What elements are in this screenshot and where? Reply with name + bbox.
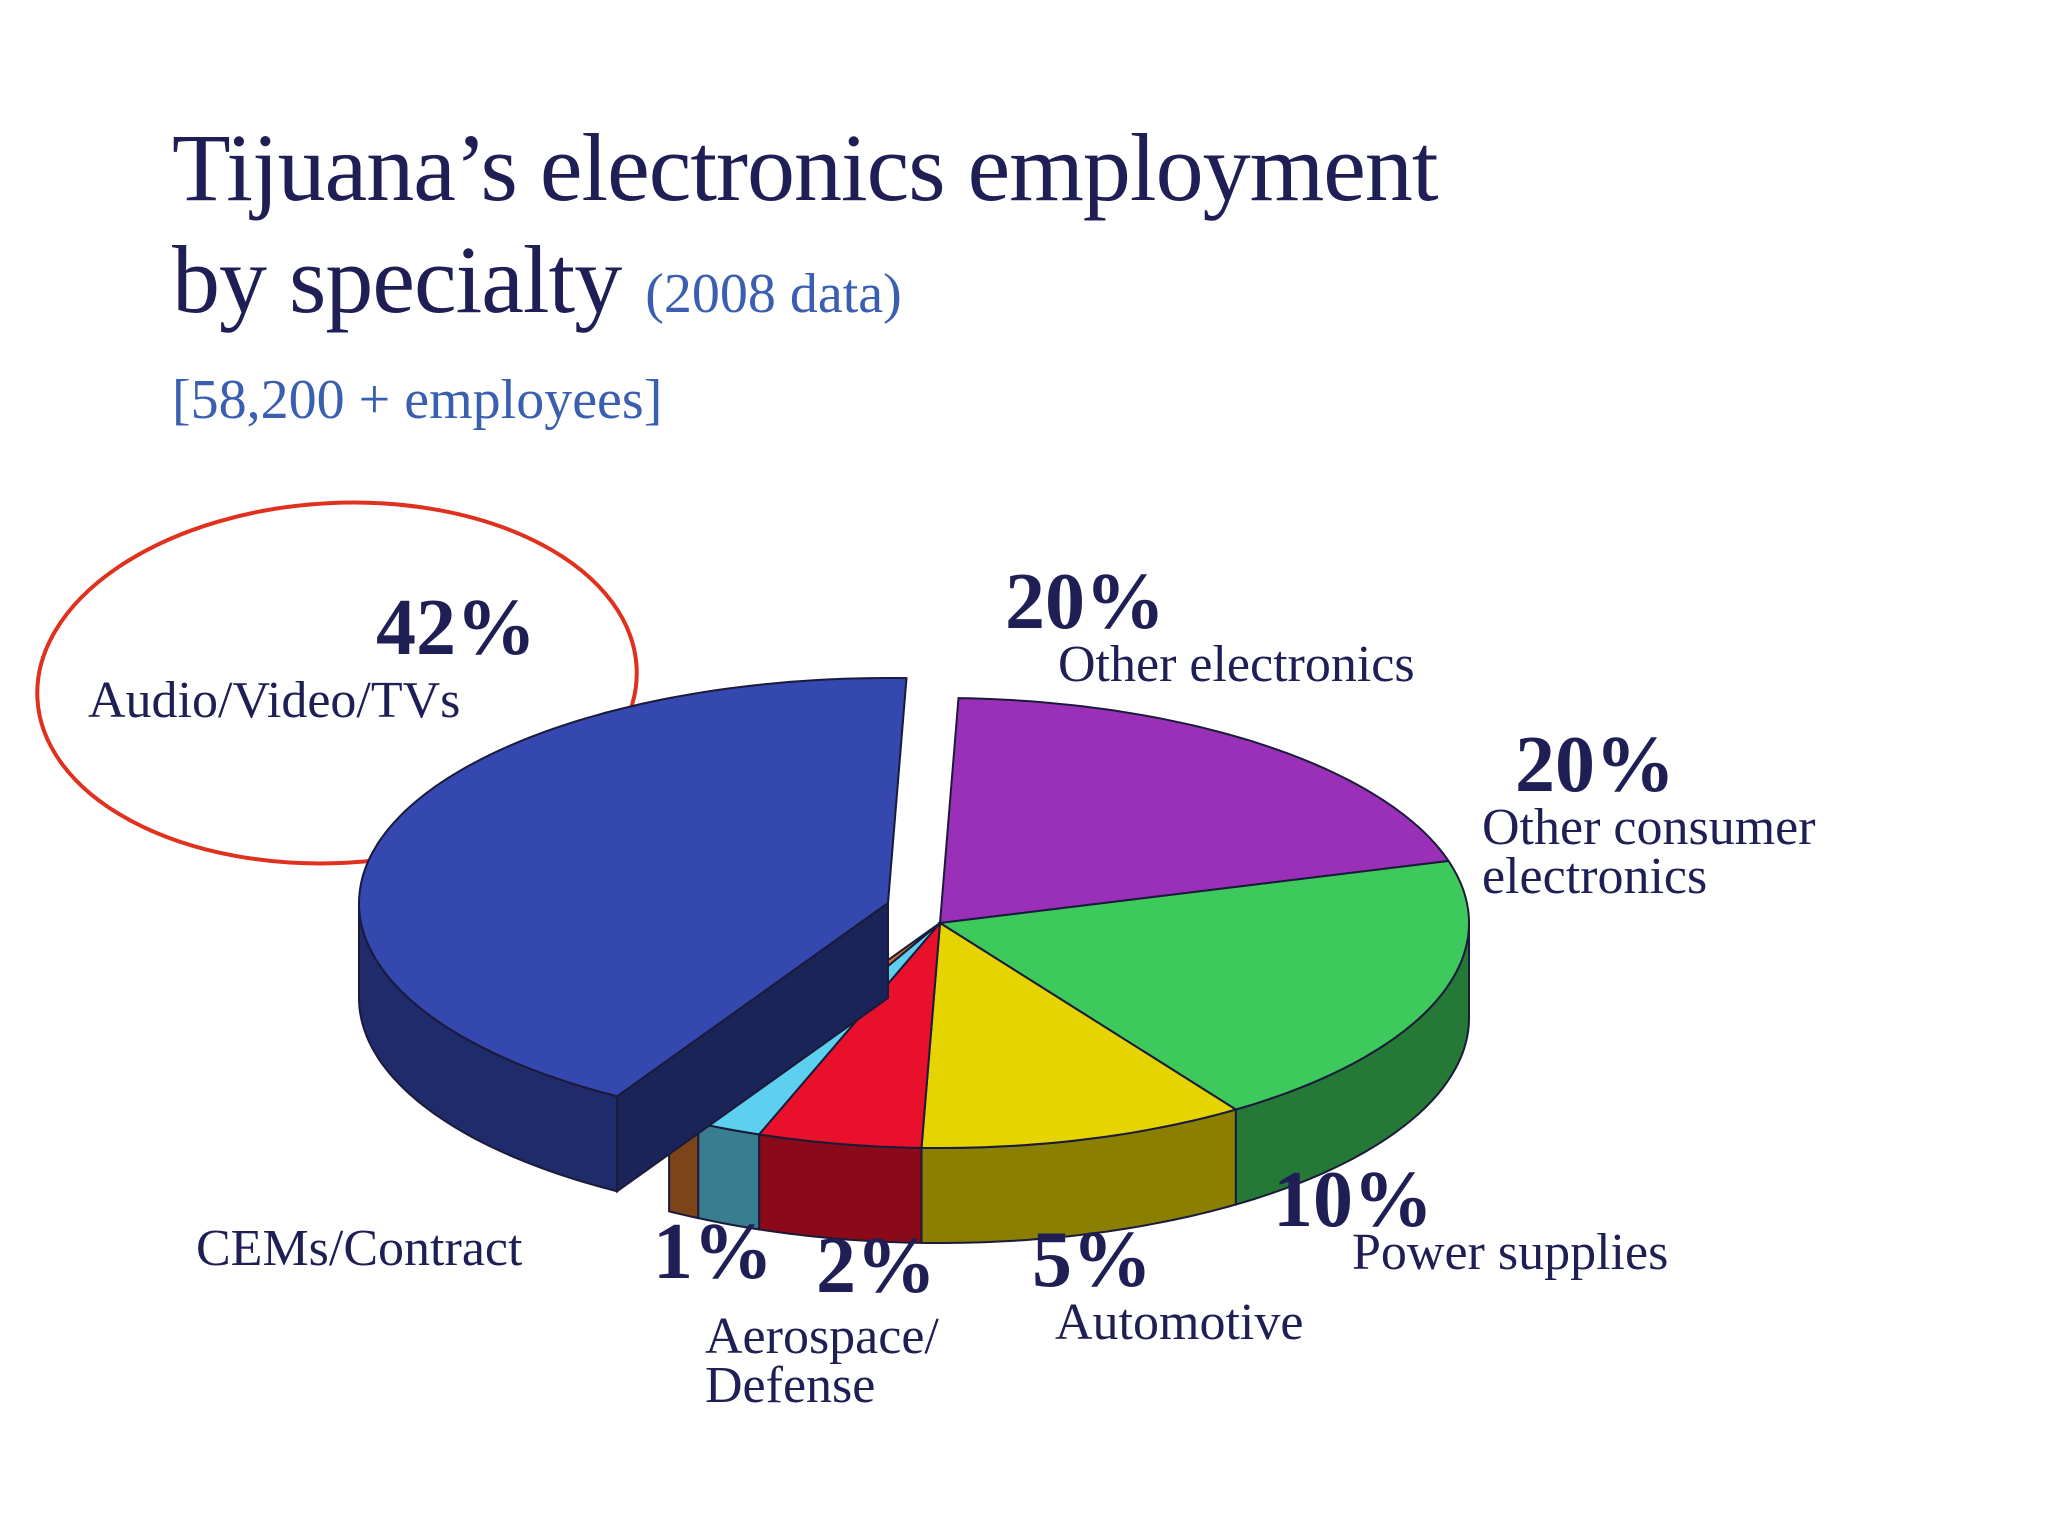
category-label: Automotive [1055,1294,1304,1351]
data-label: 1% [653,1208,773,1296]
category-label: CEMs/Contract [196,1220,523,1277]
data-label: 42% [376,584,536,672]
slice [938,697,1451,925]
category-label: Power supplies [1352,1224,1669,1281]
slice [920,921,1239,1149]
category-label: Audio/Video/TVs [88,672,461,729]
data-label: 5% [1032,1216,1152,1304]
data-label: 10% [1273,1156,1433,1244]
chart-subtitle: (2008 data) [645,263,902,325]
data-label: 20% [1515,721,1675,809]
data-label: 20% [1005,558,1165,646]
category-label: Other consumer electronics [1482,799,1816,906]
slice [757,920,942,1149]
slice [937,859,1471,1111]
chart-title-block: Tijuana’s electronics employment by spec… [172,112,1439,350]
category-label: Other electronics [1058,636,1415,693]
chart-title: Tijuana’s electronics employment by spec… [172,114,1439,333]
data-label: 2% [816,1222,936,1310]
category-label: Aerospace/ Defense [705,1308,939,1415]
highlight-circle [35,500,639,866]
chart-note: [58,200 + employees] [172,369,663,431]
slice [358,677,908,1098]
